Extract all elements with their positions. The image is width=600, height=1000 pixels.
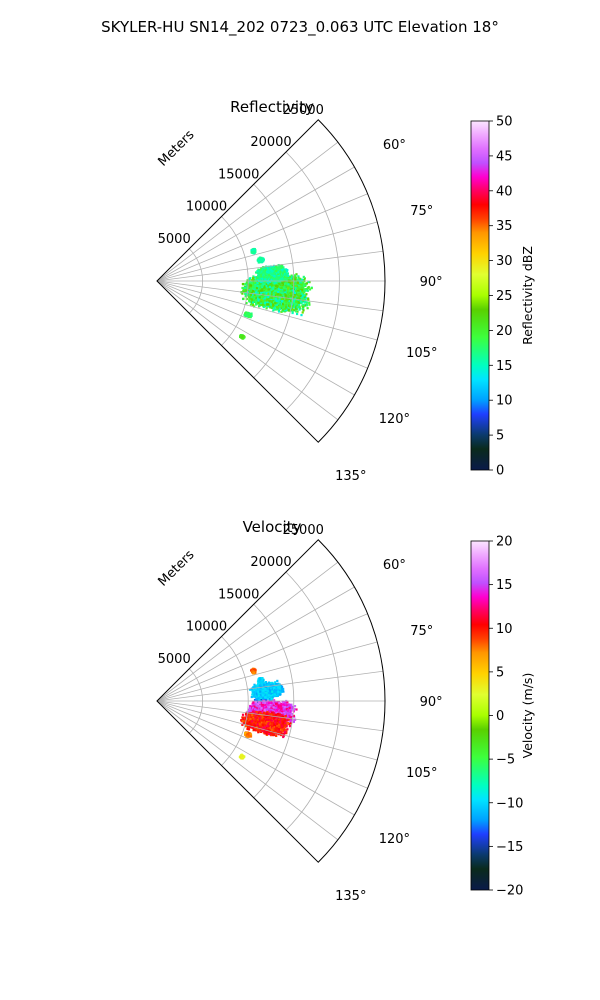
panel-title: Reflectivity <box>230 98 314 116</box>
echo-gate <box>296 312 299 316</box>
echo-gate <box>252 277 255 280</box>
echo-gate <box>303 278 306 282</box>
echo-gate <box>306 289 309 292</box>
echo-gate <box>252 275 255 278</box>
echo-gate <box>307 298 310 301</box>
echo-gate <box>295 310 298 313</box>
echo-gate <box>303 277 306 280</box>
echo-gate <box>308 303 311 306</box>
echo-gate <box>245 282 249 286</box>
echo-gate <box>253 305 256 308</box>
echo-gate <box>305 288 308 291</box>
echo-gate <box>272 309 275 312</box>
echo-gate <box>298 307 302 310</box>
reflectivity-panel: Reflectivity60°75°90°105°120°135°5000100… <box>156 98 535 484</box>
echo-gate <box>306 307 309 310</box>
echo-gate <box>264 305 267 308</box>
echo-gate <box>242 290 245 293</box>
figure-suptitle: SKYLER-HU SN14_202 0723_0.063 UTC Elevat… <box>101 18 499 37</box>
echo-gate <box>296 310 299 313</box>
echo-gate <box>300 314 303 317</box>
echo-gate <box>308 301 311 304</box>
